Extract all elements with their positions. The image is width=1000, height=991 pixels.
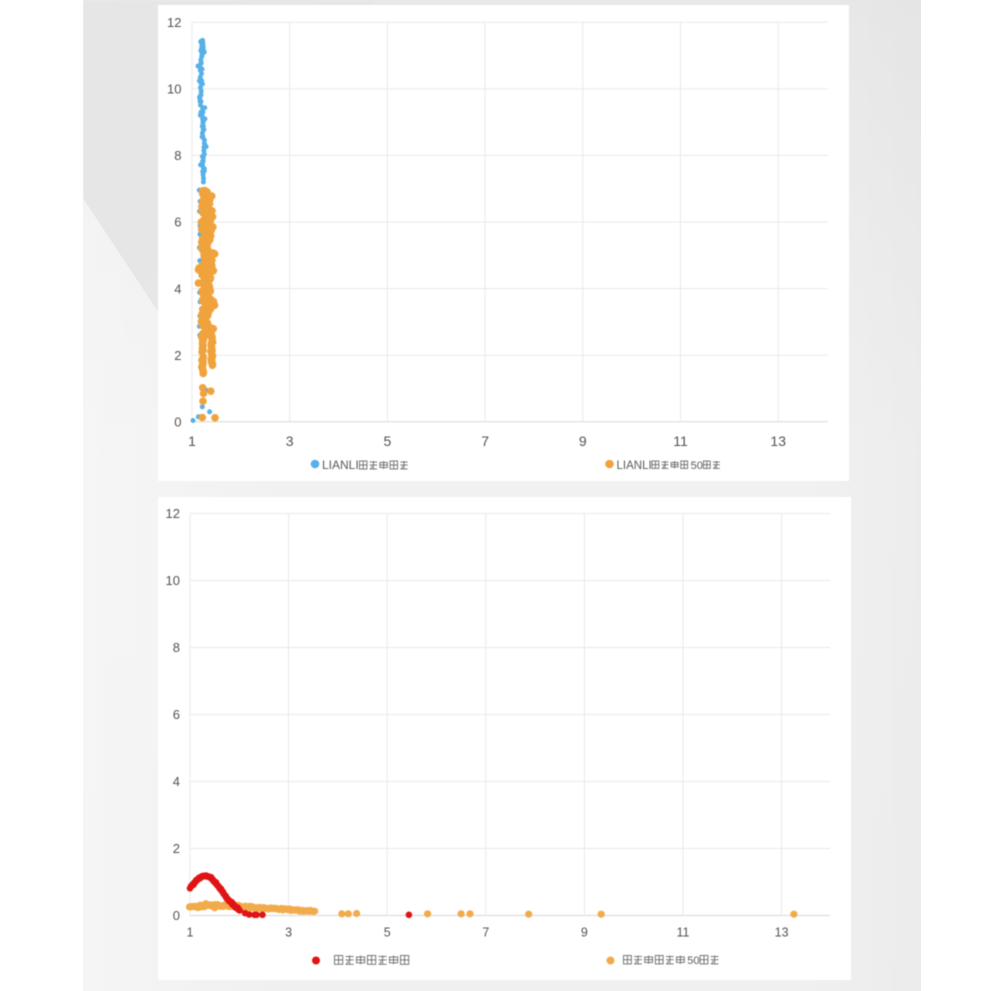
svg-text:0: 0 bbox=[173, 908, 180, 923]
svg-text:9: 9 bbox=[581, 926, 588, 940]
svg-text:11: 11 bbox=[673, 433, 688, 449]
svg-text:LIANLI: LIANLI bbox=[617, 460, 652, 472]
svg-text:6: 6 bbox=[173, 707, 180, 722]
svg-text:6: 6 bbox=[174, 215, 181, 230]
svg-text:5: 5 bbox=[384, 433, 392, 449]
svg-text:3: 3 bbox=[285, 926, 292, 940]
svg-text:2: 2 bbox=[173, 841, 180, 856]
svg-text:50: 50 bbox=[691, 460, 703, 472]
svg-text:7: 7 bbox=[482, 926, 489, 940]
svg-text:11: 11 bbox=[677, 926, 690, 940]
svg-text:1: 1 bbox=[188, 433, 196, 449]
svg-text:2: 2 bbox=[174, 348, 181, 363]
svg-text:13: 13 bbox=[775, 926, 789, 940]
svg-text:9: 9 bbox=[579, 433, 587, 449]
svg-text:0: 0 bbox=[174, 415, 181, 430]
svg-text:12: 12 bbox=[167, 15, 181, 30]
svg-text:8: 8 bbox=[173, 640, 180, 655]
svg-text:7: 7 bbox=[481, 433, 489, 449]
svg-text:4: 4 bbox=[173, 774, 180, 789]
svg-text:8: 8 bbox=[174, 148, 181, 163]
svg-text:13: 13 bbox=[770, 433, 786, 449]
svg-text:10: 10 bbox=[166, 573, 180, 588]
svg-text:3: 3 bbox=[286, 433, 294, 449]
svg-text:10: 10 bbox=[167, 82, 181, 97]
svg-text:50: 50 bbox=[687, 955, 699, 967]
svg-text:4: 4 bbox=[174, 281, 181, 296]
svg-text:5: 5 bbox=[384, 926, 391, 940]
svg-text:1: 1 bbox=[187, 926, 194, 940]
svg-text:LIANLI: LIANLI bbox=[322, 458, 359, 472]
svg-text:12: 12 bbox=[166, 506, 180, 521]
